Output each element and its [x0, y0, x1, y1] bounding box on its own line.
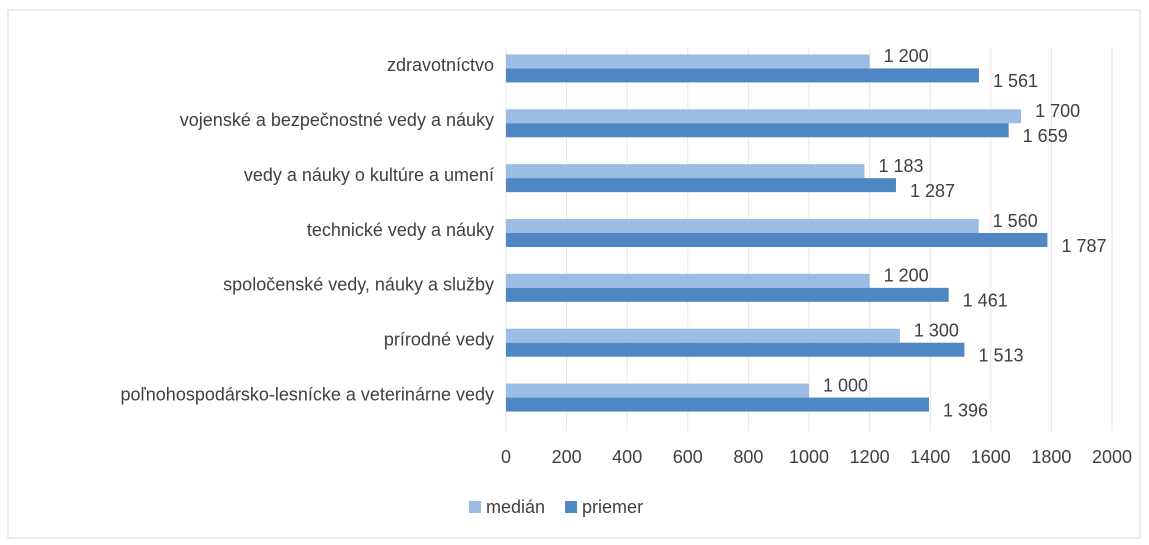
bar: [506, 109, 1022, 124]
x-tick-label: 1600: [971, 447, 1011, 467]
data-label: 1 287: [910, 181, 955, 201]
y-tick-label: zdravotníctvo: [387, 55, 494, 75]
data-label: 1 200: [884, 46, 929, 66]
bar: [506, 287, 949, 302]
x-tick-label: 1000: [789, 447, 829, 467]
x-tick-label: 600: [673, 447, 703, 467]
data-label: 1 513: [978, 345, 1023, 365]
legend-label: priemer: [582, 497, 643, 517]
bar: [506, 273, 870, 288]
bar: [506, 164, 865, 179]
x-tick-label: 800: [733, 447, 763, 467]
y-tick-label: vojenské a bezpečnostné vedy a náuky: [180, 110, 494, 130]
y-tick-label: poľnohospodársko-lesnícke a veterinárne …: [121, 384, 494, 404]
data-label: 1 300: [914, 320, 959, 340]
data-label: 1 200: [884, 266, 929, 286]
x-tick-label: 0: [501, 447, 511, 467]
data-label: 1 700: [1035, 101, 1080, 121]
data-label: 1 396: [943, 400, 988, 420]
x-tick-label: 1400: [910, 447, 950, 467]
bar: [506, 54, 870, 69]
bar: [506, 342, 965, 357]
legend-label: medián: [486, 497, 545, 517]
bar: [506, 68, 979, 83]
bar: [506, 397, 929, 412]
bar: [506, 233, 1048, 247]
x-tick-label: 2000: [1092, 447, 1132, 467]
bar: [506, 328, 900, 343]
bar: [506, 383, 809, 398]
x-tick-label: 400: [612, 447, 642, 467]
x-tick-label: 1800: [1031, 447, 1071, 467]
x-tick-label: 1200: [850, 447, 890, 467]
x-tick-label: 200: [552, 447, 582, 467]
legend-swatch: [565, 501, 578, 513]
data-label: 1 183: [878, 156, 923, 176]
y-tick-label: spoločenské vedy, náuky a služby: [223, 275, 494, 295]
bar: [506, 219, 979, 233]
data-label: 1 461: [963, 291, 1008, 311]
y-tick-label: vedy a náuky o kultúre a umení: [244, 165, 494, 185]
y-tick-label: prírodné vedy: [384, 329, 494, 349]
legend-swatch: [469, 501, 481, 513]
y-tick-label: technické vedy a náuky: [307, 220, 494, 240]
bar: [506, 178, 896, 193]
data-label: 1 787: [1061, 236, 1106, 256]
data-label: 1 000: [823, 375, 868, 395]
data-label: 1 659: [1023, 126, 1068, 146]
bar: [506, 123, 1009, 138]
data-label: 1 560: [993, 211, 1038, 231]
data-label: 1 561: [993, 71, 1038, 91]
